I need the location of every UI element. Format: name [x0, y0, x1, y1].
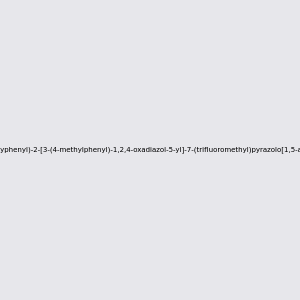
Text: 5-(4-Methoxyphenyl)-2-[3-(4-methylphenyl)-1,2,4-oxadiazol-5-yl]-7-(trifluorometh: 5-(4-Methoxyphenyl)-2-[3-(4-methylphenyl…	[0, 147, 300, 153]
